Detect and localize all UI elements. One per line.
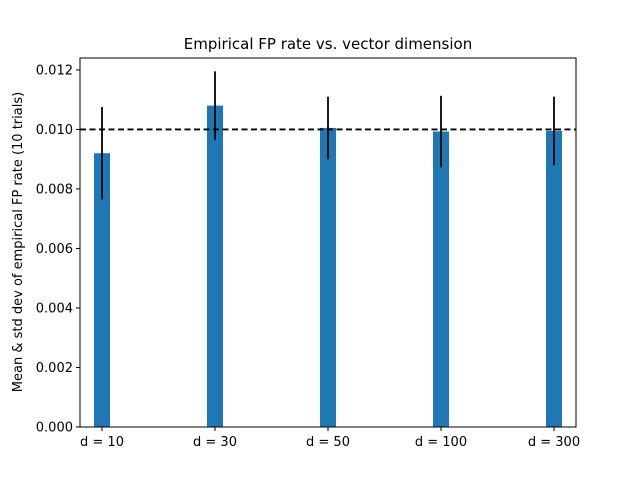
x-tick-label: d = 30 (193, 435, 237, 450)
y-axis-label: Mean & std dev of empirical FP rate (10 … (11, 92, 26, 392)
bar (546, 130, 562, 427)
chart-title: Empirical FP rate vs. vector dimension (184, 35, 472, 53)
bar (433, 131, 449, 427)
y-tick-label: 0.002 (36, 361, 73, 376)
y-tick-label: 0.010 (36, 123, 73, 138)
bar (94, 153, 110, 427)
y-tick-label: 0.006 (36, 242, 73, 257)
bar (207, 105, 223, 427)
x-tick-label: d = 300 (528, 435, 580, 450)
plot-area: 0.000 0.002 0.004 0.006 0.008 0.010 0.012 d = 1… (36, 57, 580, 450)
y-tick-label: 0.000 (36, 421, 73, 436)
y-tick-label: 0.004 (36, 301, 73, 316)
x-tick-label: d = 50 (306, 435, 350, 450)
y-tick-label: 0.008 (36, 182, 73, 197)
x-tick-label: d = 100 (415, 435, 467, 450)
x-tick-label: d = 10 (80, 435, 124, 450)
y-tick-label: 0.012 (36, 63, 73, 78)
bar (320, 127, 336, 427)
